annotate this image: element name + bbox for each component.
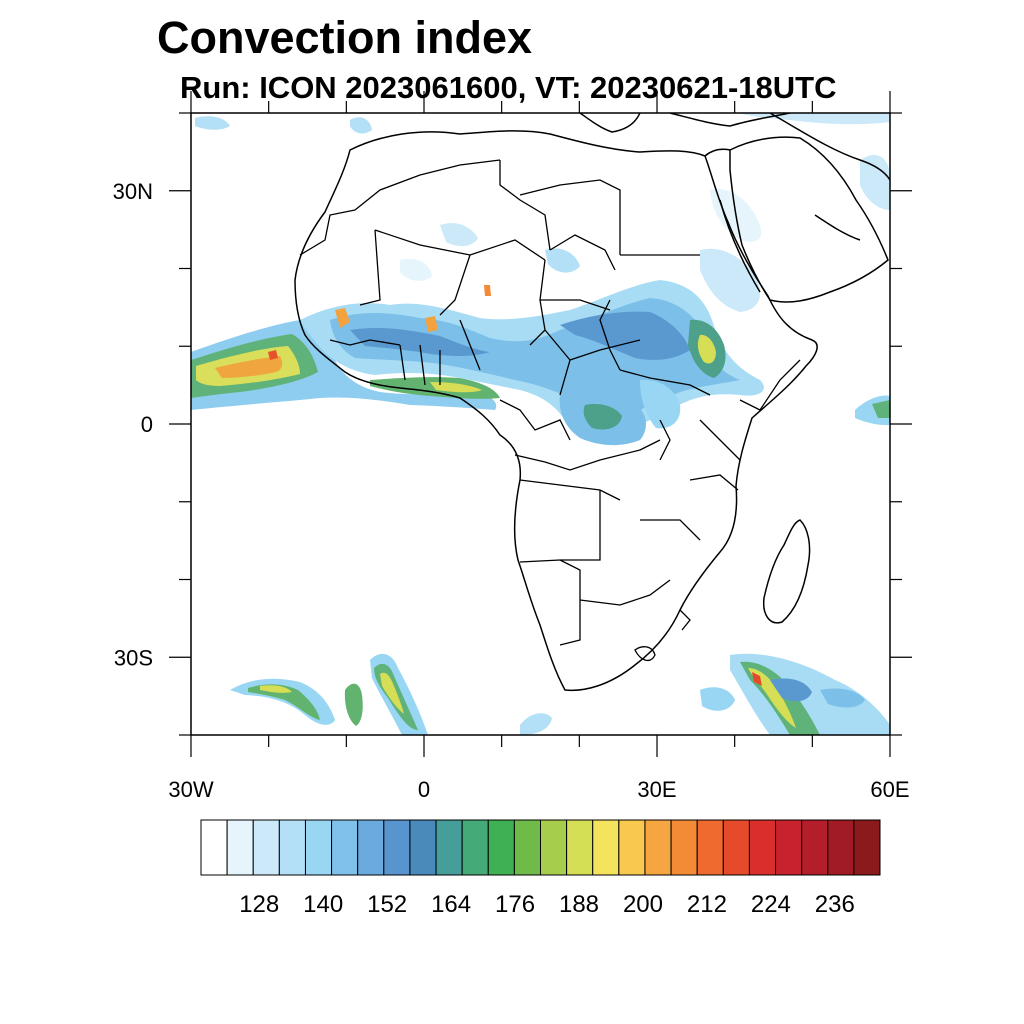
- colorbar-tick-label: 188: [559, 891, 599, 918]
- colorbar-tick-label: 140: [303, 891, 343, 918]
- colorbar-swatch: [618, 819, 646, 876]
- colorbar-swatch: [226, 819, 254, 876]
- colorbar-tick-label: 176: [495, 891, 535, 918]
- chart-title: Convection index: [157, 12, 533, 63]
- colorbar-swatch: [383, 819, 411, 876]
- axis-ticks: 30N 0 30S 30W 0 30E 60E: [113, 91, 912, 802]
- colorbar-tick-label: 164: [431, 891, 471, 918]
- colorbar-swatch: [670, 819, 698, 876]
- country-borders: [299, 159, 801, 662]
- colorbar-swatch: [200, 819, 228, 876]
- colorbar-swatch: [722, 819, 750, 876]
- lat-tick-label: 30N: [113, 179, 153, 204]
- colorbar-swatch: [592, 819, 620, 876]
- colorbar-swatch: [644, 819, 672, 876]
- colorbar-swatch: [566, 819, 594, 876]
- colorbar-swatch: [827, 819, 855, 876]
- colorbar-tick-label: 224: [751, 891, 791, 918]
- colorbar-swatch: [748, 819, 777, 876]
- colorbar-swatch: [331, 819, 359, 876]
- colorbar-swatch: [252, 819, 280, 876]
- colorbar-swatch: [696, 819, 724, 876]
- convection-field: [191, 113, 890, 735]
- colorbar-tick-label: 212: [687, 891, 727, 918]
- colorbar-tick-label: 152: [367, 891, 407, 918]
- lon-tick-label: 30E: [637, 777, 676, 802]
- colorbar-swatch: [435, 819, 463, 876]
- lon-tick-label: 0: [418, 777, 430, 802]
- lat-tick-label: 30S: [114, 645, 153, 670]
- colorbar-swatch: [304, 819, 333, 876]
- colorbar-swatch: [278, 819, 306, 876]
- colorbar-tick-label: 200: [623, 891, 663, 918]
- colorbar-tick-label: 236: [815, 891, 855, 918]
- map-frame: [190, 112, 891, 736]
- colorbar-swatch: [461, 819, 489, 876]
- colorbar-swatch: [409, 819, 437, 876]
- lon-tick-label: 60E: [870, 777, 909, 802]
- colorbar-swatch: [801, 819, 829, 876]
- colorbar-swatch: [357, 819, 385, 876]
- colorbar-tick-label: 128: [239, 891, 279, 918]
- colorbar: 128 140 152 164 176 188 200 212 224 236: [200, 819, 881, 918]
- colorbar-swatch: [487, 819, 515, 876]
- lat-tick-label: 0: [141, 412, 153, 437]
- chart-subtitle: Run: ICON 2023061600, VT: 20230621-18UTC: [180, 70, 837, 105]
- colorbar-swatch: [540, 819, 568, 876]
- lon-tick-label: 30W: [168, 777, 213, 802]
- colorbar-swatch: [513, 819, 542, 876]
- colorbar-swatch: [775, 819, 803, 876]
- colorbar-swatch: [853, 819, 881, 876]
